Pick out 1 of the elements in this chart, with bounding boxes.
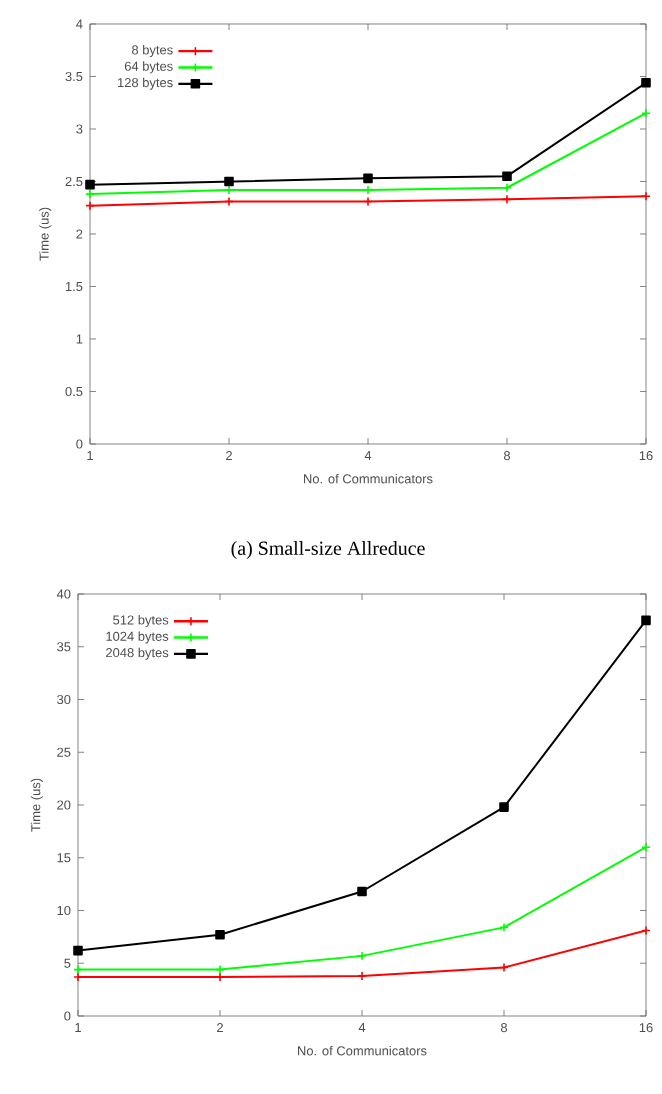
text: (a) Small-size Allreduce bbox=[231, 540, 425, 560]
